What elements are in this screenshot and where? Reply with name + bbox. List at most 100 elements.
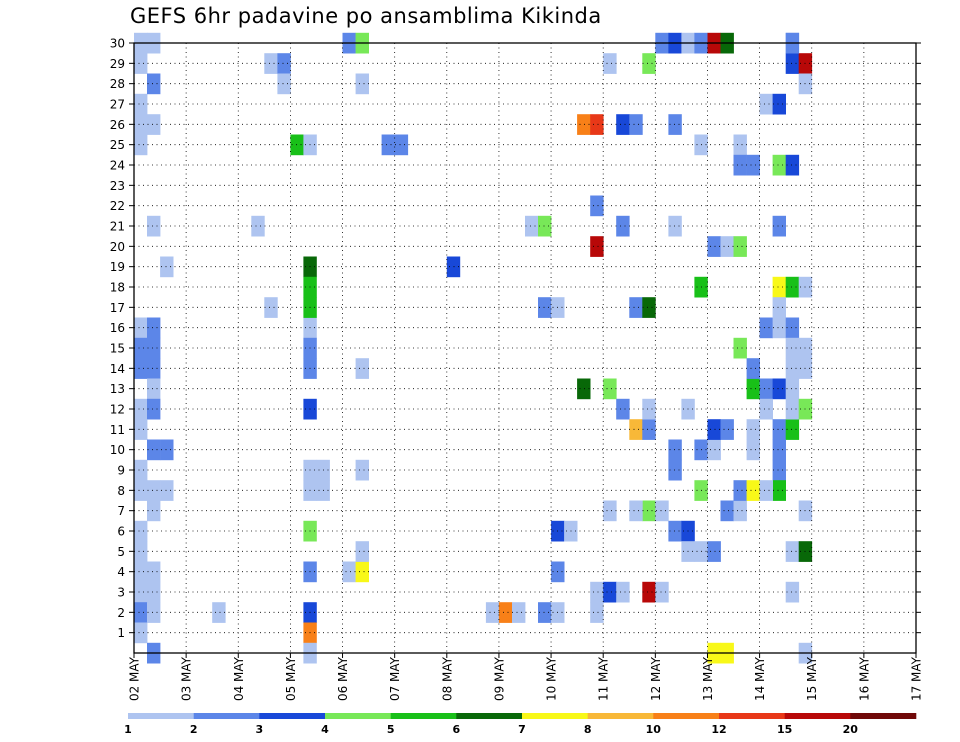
- heatmap-cell: [160, 439, 174, 461]
- colorbar-label: 15: [777, 723, 792, 736]
- heatmap-cell: [707, 439, 721, 461]
- heatmap-cell: [785, 541, 800, 562]
- x-tick-label: 14 MAY: [753, 656, 767, 701]
- x-tick-label: 17 MAY: [910, 656, 924, 701]
- heatmap-cell: [668, 520, 682, 542]
- colorbar-label: 2: [190, 723, 198, 736]
- heatmap-cell: [629, 297, 643, 318]
- y-tick-label: 13: [110, 382, 125, 396]
- heatmap-cell: [720, 500, 734, 522]
- y-tick-label: 25: [110, 138, 125, 152]
- heatmap-cell: [642, 419, 656, 440]
- heatmap-cell: [134, 602, 148, 623]
- x-tick-label: 04 MAY: [232, 656, 246, 701]
- heatmap-cell: [785, 378, 800, 400]
- y-tick-label: 7: [117, 504, 125, 518]
- heatmap-cell: [212, 602, 226, 623]
- heatmap-cell: [629, 419, 643, 440]
- y-tick-label: 12: [110, 403, 125, 417]
- heatmap-cell: [759, 378, 773, 400]
- heatmap-cell: [785, 337, 800, 359]
- y-tick-label: 23: [110, 179, 125, 193]
- heatmap-cell: [134, 419, 148, 440]
- heatmap-cell: [147, 581, 161, 603]
- x-tick-label: 06 MAY: [336, 656, 350, 701]
- heatmap-cell: [277, 73, 291, 95]
- x-tick-label: 09 MAY: [492, 656, 506, 701]
- colorbar-label: 1: [124, 723, 132, 736]
- y-tick-label: 18: [110, 281, 125, 295]
- heatmap-cell: [134, 53, 148, 74]
- heatmap-cell: [772, 93, 786, 115]
- heatmap-cell: [655, 581, 669, 603]
- heatmap-cell: [355, 561, 369, 583]
- heatmap-cell: [147, 114, 161, 135]
- x-axis: 02 MAY 03 MAY 04 MAY 05 MAY 06 MAY 07 MAY 08 M…: [128, 653, 924, 701]
- heatmap-cell: [772, 276, 786, 298]
- x-tick-label: 07 MAY: [388, 656, 402, 701]
- x-tick-label: 12 MAY: [649, 656, 663, 701]
- heatmap-cell: [746, 358, 760, 379]
- heatmap-cell: [772, 439, 786, 461]
- heatmap-cell: [134, 337, 148, 359]
- heatmap-cell: [381, 134, 395, 156]
- colorbar-segment: [456, 713, 523, 719]
- heatmap-cell: [525, 215, 539, 237]
- colorbar-segment: [784, 713, 851, 719]
- heatmap-cell: [590, 114, 604, 135]
- y-tick-label: 16: [110, 321, 125, 335]
- cells-layer: [134, 32, 813, 664]
- heatmap-cell: [577, 378, 591, 400]
- colorbar-segment: [850, 713, 917, 719]
- heatmap-cell: [498, 602, 513, 623]
- y-tick-label: 3: [117, 586, 125, 600]
- y-tick-label: 6: [117, 525, 125, 539]
- heatmap-cell: [759, 317, 773, 339]
- colorbar-segment: [128, 713, 194, 719]
- heatmap-cell: [772, 378, 786, 400]
- heatmap-cell: [720, 236, 734, 257]
- heatmap-cell: [772, 480, 786, 501]
- colorbar-label: 8: [584, 723, 592, 736]
- y-tick-label: 30: [110, 37, 125, 51]
- heatmap-cell: [733, 480, 747, 501]
- heatmap-cell: [707, 419, 721, 440]
- heatmap-cell: [603, 500, 617, 522]
- heatmap-cell: [134, 541, 148, 562]
- heatmap-cell: [642, 581, 656, 603]
- heatmap-cell: [160, 480, 174, 501]
- heatmap-cell: [590, 236, 604, 257]
- y-tick-label: 14: [110, 362, 125, 376]
- heatmap-cell: [616, 114, 630, 135]
- heatmap-cell: [147, 358, 161, 379]
- x-tick-label: 02 MAY: [128, 656, 142, 701]
- heatmap-cell: [642, 297, 656, 318]
- heatmap-cell: [772, 215, 786, 237]
- x-tick-label: 13 MAY: [701, 656, 715, 701]
- heatmap-cell: [720, 419, 734, 440]
- heatmap-cell: [290, 134, 304, 156]
- heatmap-cell: [785, 358, 800, 379]
- heatmap-cell: [355, 73, 369, 95]
- heatmap-cell: [655, 500, 669, 522]
- x-tick-label: 15 MAY: [805, 656, 819, 701]
- heatmap-cell: [785, 419, 800, 440]
- heatmap-cell: [772, 154, 786, 176]
- colorbar-segment: [193, 713, 260, 719]
- heatmap-cell: [707, 236, 721, 257]
- heatmap-cell: [147, 73, 161, 95]
- heatmap-cell: [603, 378, 617, 400]
- heatmap-cell: [264, 297, 278, 318]
- heatmap-cell: [134, 581, 148, 603]
- heatmap-cell: [772, 459, 786, 481]
- heatmap-cell: [642, 500, 656, 522]
- colorbar-segment: [390, 713, 457, 719]
- heatmap-cell: [746, 154, 760, 176]
- heatmap-cell: [772, 419, 786, 440]
- heatmap-cell: [512, 602, 526, 623]
- heatmap-cell: [603, 581, 617, 603]
- heatmap-cell: [590, 195, 604, 217]
- y-tick-label: 10: [110, 443, 125, 457]
- heatmap-cell: [642, 53, 656, 74]
